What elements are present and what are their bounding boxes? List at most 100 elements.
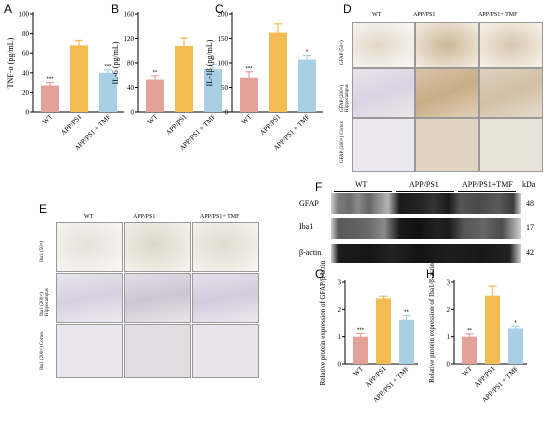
bar [508,328,523,364]
blot-kda-48: 48 [526,199,534,208]
y-tick-label: 2 [338,306,342,314]
y-tick-label: 0 [26,109,30,117]
y-tick-label: 80 [22,30,30,38]
y-tick-label: 100 [218,60,229,68]
ihc-e-row-label-3: Iba1 (200×) Cortex [40,331,45,370]
significance-mark: *** [46,77,54,83]
category-label: APP/PS1 [164,112,188,136]
panel-letter-e: E [39,202,48,216]
ihc-e-app-50x [124,222,191,272]
bar [70,45,88,112]
y-tick-label: 40 [22,69,30,77]
category-label: WT [240,112,254,126]
y-tick-label: 1 [338,333,342,341]
bar [204,69,222,112]
ihc-e-row-label-2: Iba1 (200×) Hippocampus [40,288,50,316]
significance-mark: *** [104,64,112,70]
panel-letter-g: G [315,267,325,281]
bar [376,298,391,364]
bar [462,336,477,364]
bar [399,319,414,364]
y-tick-label: 0 [131,109,135,117]
blot-group-app: APP/PS1 [409,180,439,189]
ihc-d-tmf-hippo [479,68,543,118]
y-tick-label: 160 [124,11,135,19]
y-axis-label: Relative protein expression of Iba1/β-ac… [428,263,436,383]
significance-mark: * [514,321,517,327]
blot-protein-gfap: GFAP [299,199,319,208]
ihc-d-row-label-2: GFAP (200×) Hippocampus [340,84,350,112]
panel-letter-a: A [4,2,13,16]
blot-protein-iba1: Iba1 [299,222,314,231]
y-tick-label: 3 [338,279,342,287]
y-tick-label: 3 [447,279,451,287]
blot-kda-42: 42 [526,248,534,257]
y-axis-label: IL-1β (pg/mL) [205,39,214,86]
bar [99,72,117,112]
ihc-d-app-hippo [415,68,479,118]
y-tick-label: 2 [447,306,451,314]
y-tick-label: 0 [338,361,342,369]
y-tick-label: 80 [127,60,135,68]
blot-kda-17: 17 [526,223,534,232]
blot-kda-unit: kDa [522,180,536,189]
significance-mark: *** [245,66,253,72]
y-tick-label: 1 [447,333,451,341]
y-tick-label: 150 [218,35,229,43]
blot-protein-actin: β-actin [299,248,322,257]
y-axis-label: Relative protein expression of GFAP/β-ac… [319,260,327,385]
ihc-e-col-label-tmf: APP/PS1+ TMF [200,214,240,220]
y-tick-label: 60 [22,50,30,58]
significance-mark: ** [467,328,472,334]
y-tick-label: 50 [221,84,229,92]
bar [298,59,316,112]
y-axis-label: TNF-α (pg/mL) [6,37,15,88]
bar [175,45,193,112]
blot-group-line-wt [334,191,392,192]
category-label: WT [461,364,475,378]
y-axis-label: IL-6 (pg/mL) [111,41,120,84]
bar [353,336,368,364]
blot-group-tmf: APP/PS1+TMF [462,180,513,189]
significance-mark: *** [357,328,365,334]
significance-mark: * [306,50,309,56]
ihc-e-col-label-wt: WT [84,214,94,220]
y-tick-label: 0 [225,109,229,117]
blot-group-line-app [396,191,454,192]
ihc-e-col-label-app: APP/PS1 [133,214,156,220]
ihc-d-wt-hippo [352,68,415,118]
bar [269,32,287,113]
y-tick-label: 200 [218,11,229,19]
ihc-e-tmf-50x [192,222,259,272]
ihc-e-wt-hippo [56,273,123,323]
bar-chart-g: 0 1 2 3 Relative protein expression of GFAP/… [319,260,418,404]
ihc-d-wt-cortex [352,118,415,172]
ihc-e-wt-cortex [56,324,123,378]
panel-letter-f: F [315,180,323,194]
category-label: APP/PS1 [59,112,83,136]
significance-mark: ** [404,310,409,316]
ihc-e-row-label-1: Iba1 (50×) [40,240,45,262]
panel-letter-d: D [343,2,352,16]
ihc-d-col-label-app: APP/PS1 [413,12,436,18]
y-tick-label: 20 [22,89,30,97]
ihc-e-tmf-cortex [192,324,259,378]
bar-chart-h: 0 1 2 3 Relative protein expression of Iba1/… [428,263,527,404]
category-label: WT [352,364,366,378]
ihc-d-wt-50x [352,22,415,68]
blot-band-iba1 [331,218,521,239]
ihc-e-app-cortex [124,324,191,378]
blot-band-actin [331,244,521,263]
category-label: APP/PS1 [258,112,282,136]
category-label: WT [146,112,160,126]
ihc-d-col-label-wt: WT [372,12,382,18]
bar [485,295,500,364]
bar [41,85,59,112]
blot-group-wt: WT [355,180,368,189]
y-tick-label: 100 [19,11,30,19]
bar [146,79,164,112]
ihc-e-tmf-hippo [192,273,259,323]
blot-band-gfap [331,193,521,214]
ihc-d-row-label-3: GFAP (200×) Cortex [340,121,345,163]
